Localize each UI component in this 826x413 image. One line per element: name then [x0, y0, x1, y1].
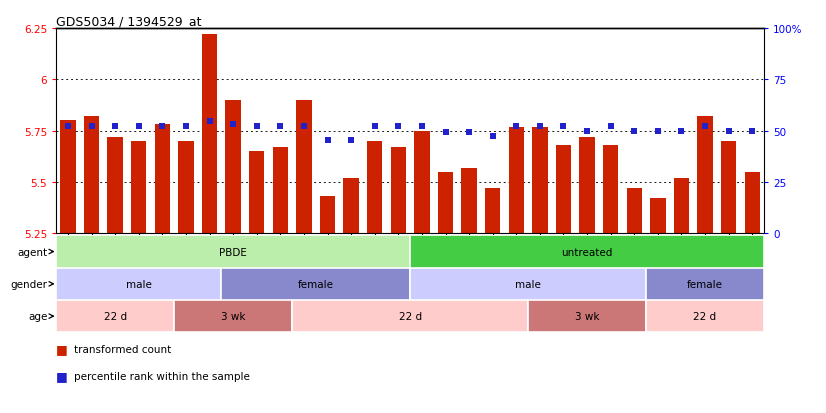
Point — [486, 133, 499, 140]
Point — [581, 128, 594, 135]
Bar — [107, 138, 123, 234]
Bar — [627, 189, 642, 234]
Bar — [744, 172, 760, 234]
Text: 3 wk: 3 wk — [575, 311, 600, 321]
Bar — [646, 268, 764, 300]
Point — [534, 123, 547, 130]
Text: GDS5034 / 1394529_at: GDS5034 / 1394529_at — [56, 15, 202, 28]
Bar — [411, 268, 646, 300]
Bar — [154, 125, 170, 234]
Bar — [603, 146, 619, 234]
Bar — [56, 268, 221, 300]
Point — [344, 137, 358, 144]
Point — [132, 123, 145, 130]
Text: age: age — [28, 311, 48, 321]
Bar — [56, 236, 411, 268]
Bar — [320, 197, 335, 234]
Text: female: female — [687, 279, 723, 289]
Text: transformed count: transformed count — [74, 344, 172, 354]
Point — [722, 128, 735, 135]
Bar — [221, 268, 411, 300]
Text: percentile rank within the sample: percentile rank within the sample — [74, 371, 250, 381]
Text: ■: ■ — [56, 369, 68, 382]
Bar — [556, 146, 571, 234]
Text: 22 d: 22 d — [694, 311, 717, 321]
Point — [368, 123, 382, 130]
Point — [321, 137, 335, 144]
Point — [463, 129, 476, 135]
Text: female: female — [297, 279, 334, 289]
Bar — [462, 168, 477, 234]
Point — [557, 123, 570, 130]
Point — [108, 123, 121, 130]
Bar — [367, 142, 382, 234]
Bar — [273, 148, 288, 234]
Point — [85, 123, 98, 130]
Point — [439, 129, 452, 135]
Text: untreated: untreated — [562, 247, 613, 257]
Bar — [674, 178, 689, 234]
Text: male: male — [126, 279, 152, 289]
Bar — [60, 121, 76, 234]
Bar — [532, 127, 548, 234]
Point — [415, 123, 429, 130]
Bar — [131, 142, 146, 234]
Bar — [84, 117, 99, 234]
Text: 3 wk: 3 wk — [221, 311, 245, 321]
Bar — [579, 138, 595, 234]
Bar — [485, 189, 501, 234]
Bar — [438, 172, 453, 234]
Bar — [391, 148, 406, 234]
Bar — [56, 300, 174, 332]
Bar — [650, 199, 666, 234]
Text: gender: gender — [11, 279, 48, 289]
Text: agent: agent — [17, 247, 48, 257]
Point — [628, 128, 641, 135]
Point — [604, 123, 617, 130]
Bar — [414, 131, 430, 234]
Point — [699, 123, 712, 130]
Text: male: male — [515, 279, 541, 289]
Bar — [225, 101, 241, 234]
Text: 22 d: 22 d — [399, 311, 421, 321]
Point — [203, 119, 216, 126]
Bar — [292, 300, 528, 332]
Text: 22 d: 22 d — [103, 311, 126, 321]
Text: ■: ■ — [56, 342, 68, 356]
Point — [746, 128, 759, 135]
Point — [297, 123, 311, 130]
Bar — [646, 300, 764, 332]
Point — [156, 123, 169, 130]
Bar — [411, 236, 764, 268]
Point — [61, 123, 74, 130]
Bar — [697, 117, 713, 234]
Bar — [297, 101, 311, 234]
Point — [392, 123, 405, 130]
Bar — [721, 142, 736, 234]
Text: PBDE: PBDE — [219, 247, 247, 257]
Point — [651, 128, 664, 135]
Point — [226, 122, 240, 128]
Bar — [249, 152, 264, 234]
Point — [675, 128, 688, 135]
Point — [250, 123, 263, 130]
Bar — [528, 300, 646, 332]
Bar — [174, 300, 292, 332]
Bar — [344, 178, 358, 234]
Point — [273, 123, 287, 130]
Point — [510, 123, 523, 130]
Bar — [202, 35, 217, 234]
Bar — [509, 127, 524, 234]
Point — [179, 123, 192, 130]
Bar — [178, 142, 193, 234]
